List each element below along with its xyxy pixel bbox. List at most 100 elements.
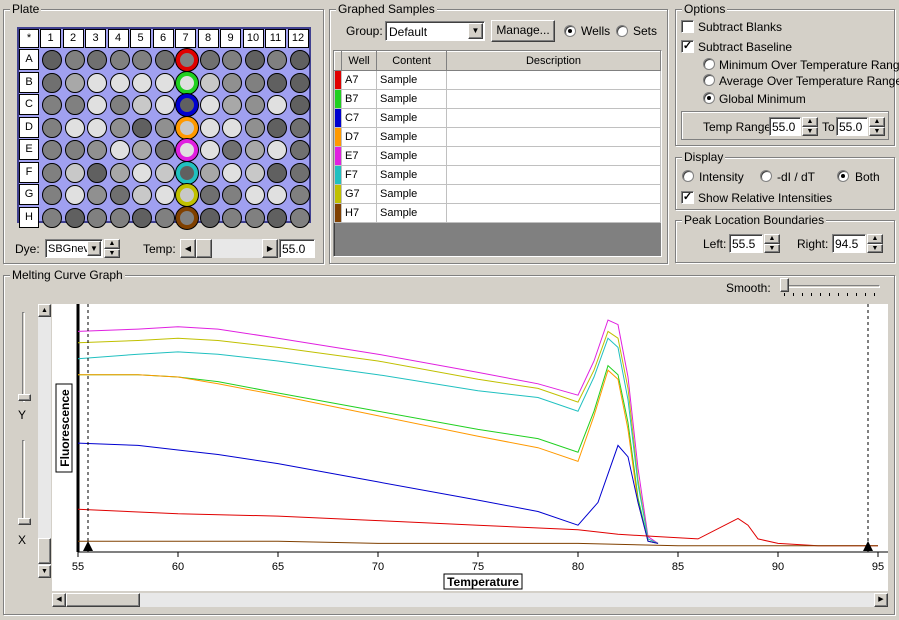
plate-well[interactable]	[64, 95, 85, 115]
plate-well[interactable]	[154, 72, 175, 93]
sample-row[interactable]: H7 Sample	[334, 203, 661, 223]
plate-row-header[interactable]: C	[19, 94, 39, 115]
sample-description[interactable]	[446, 108, 661, 128]
intensity-radio[interactable]	[682, 170, 694, 182]
plate-well[interactable]	[42, 95, 62, 115]
temp-range-to-input[interactable]: 55.0	[836, 117, 868, 136]
plate-well[interactable]	[64, 50, 85, 70]
plate-well[interactable]	[199, 72, 220, 93]
sample-description[interactable]	[446, 146, 661, 166]
plate-well[interactable]	[267, 50, 287, 70]
sample-description[interactable]	[446, 89, 661, 109]
dye-dropdown-button[interactable]: ▼	[87, 241, 101, 256]
plate-well[interactable]	[64, 162, 85, 183]
plate-well[interactable]	[244, 50, 265, 70]
plate-row-header[interactable]: B	[19, 71, 39, 93]
sample-content[interactable]: Sample	[376, 108, 447, 128]
manage-button[interactable]: Manage...	[491, 20, 555, 42]
plate-well[interactable]	[222, 50, 242, 70]
peak-left-input[interactable]: 55.5	[729, 234, 763, 253]
plate-column-header[interactable]: 2	[62, 29, 84, 48]
hscroll-left-arrow[interactable]: ◀	[52, 593, 66, 607]
description-header[interactable]: Description	[446, 51, 661, 71]
both-radio[interactable]	[837, 170, 849, 182]
plate-well[interactable]	[244, 72, 265, 93]
plate-well[interactable]	[199, 50, 220, 70]
avg-range-radio[interactable]	[703, 74, 715, 86]
plate-well[interactable]	[244, 162, 265, 183]
plate-well[interactable]	[222, 95, 242, 115]
plate-well[interactable]	[42, 140, 62, 160]
plate-well[interactable]	[87, 117, 107, 138]
plate-well[interactable]	[289, 162, 310, 183]
plate-well[interactable]	[42, 117, 62, 138]
plate-well[interactable]	[289, 185, 310, 205]
plate-well[interactable]	[42, 72, 62, 93]
sample-content[interactable]: Sample	[376, 165, 447, 185]
sample-description[interactable]	[446, 165, 661, 185]
plate-well[interactable]	[244, 140, 265, 160]
boundary-marker[interactable]	[83, 541, 93, 551]
plate-well[interactable]	[87, 185, 107, 205]
peak-right-input[interactable]: 94.5	[832, 234, 866, 253]
plate-well[interactable]	[222, 207, 242, 228]
subtract-baseline-checkbox[interactable]: ✓	[681, 40, 694, 53]
plate-well[interactable]	[154, 185, 175, 205]
plate-well[interactable]	[87, 162, 107, 183]
plate-well[interactable]	[109, 95, 130, 115]
sample-well[interactable]: F7	[341, 165, 377, 185]
plate-well[interactable]	[199, 140, 220, 160]
plate-column-header[interactable]: 8	[197, 29, 219, 48]
group-select[interactable]: Default ▼	[385, 21, 485, 41]
sample-well[interactable]: G7	[341, 184, 377, 204]
wells-radio[interactable]	[564, 25, 576, 37]
plate-well[interactable]	[132, 117, 152, 138]
dye-select[interactable]: SBGnev ▼	[45, 239, 103, 258]
plate-well[interactable]	[154, 207, 175, 228]
temp-range-to-spinner[interactable]: ▲ ▼	[869, 117, 885, 136]
peak-right-spinner[interactable]: ▲ ▼	[867, 234, 883, 253]
plate-column-header[interactable]: 7	[175, 29, 196, 48]
sample-row[interactable]: G7 Sample	[334, 184, 661, 204]
temp-range-from-spinner[interactable]: ▲ ▼	[802, 117, 818, 136]
graph-hscrollbar[interactable]: ◀ ▶	[52, 593, 888, 607]
smooth-slider-thumb[interactable]	[780, 278, 789, 292]
plate-well[interactable]	[42, 50, 62, 70]
plate-well[interactable]	[87, 72, 107, 93]
plate-well[interactable]	[42, 207, 62, 228]
min-range-radio[interactable]	[703, 58, 715, 70]
plate-well[interactable]	[222, 162, 242, 183]
sample-content[interactable]: Sample	[376, 146, 447, 166]
plate-well[interactable]	[199, 207, 220, 228]
plate-well[interactable]	[109, 72, 130, 93]
plate-well[interactable]	[132, 207, 152, 228]
sample-content[interactable]: Sample	[376, 89, 447, 109]
plate-well[interactable]	[154, 117, 175, 138]
sample-description[interactable]	[446, 70, 661, 90]
plate-well[interactable]	[199, 95, 220, 115]
plate-well[interactable]	[87, 140, 107, 160]
plate-well[interactable]	[109, 117, 130, 138]
sample-row[interactable]: D7 Sample	[334, 127, 661, 147]
plate-well[interactable]	[289, 50, 310, 70]
temp-range-from-input[interactable]: 55.0	[769, 117, 801, 136]
subtract-blanks-checkbox[interactable]	[681, 20, 694, 33]
plate-well[interactable]	[64, 140, 85, 160]
plate-well[interactable]	[222, 72, 242, 93]
plate-well[interactable]	[244, 117, 265, 138]
plate-well[interactable]	[244, 185, 265, 205]
plate-well-selected[interactable]	[176, 184, 198, 206]
well-header[interactable]: Well	[341, 51, 377, 71]
plate-column-header[interactable]: 1	[40, 29, 61, 48]
plate-column-header[interactable]: 5	[130, 29, 151, 48]
sample-row[interactable]: C7 Sample	[334, 108, 661, 128]
sample-well[interactable]: H7	[341, 203, 377, 223]
plate-well-selected[interactable]	[176, 71, 198, 94]
boundary-marker[interactable]	[863, 541, 873, 551]
plate-well[interactable]	[154, 50, 175, 70]
y-zoom-slider[interactable]	[18, 312, 31, 402]
plate-well[interactable]	[87, 50, 107, 70]
plate-well[interactable]	[109, 162, 130, 183]
plate-well[interactable]	[132, 50, 152, 70]
plate-well[interactable]	[154, 95, 175, 115]
